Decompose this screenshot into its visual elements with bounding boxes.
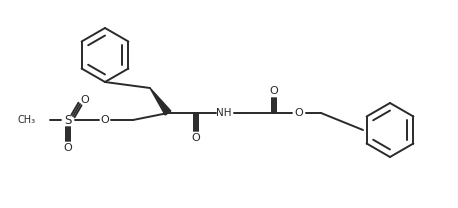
Text: O: O — [294, 108, 303, 118]
Text: S: S — [64, 114, 72, 126]
Polygon shape — [150, 88, 171, 115]
Text: O: O — [81, 95, 89, 105]
Text: O: O — [191, 133, 201, 143]
Text: CH₃: CH₃ — [18, 115, 36, 125]
Text: O: O — [270, 86, 278, 96]
Text: O: O — [64, 143, 72, 153]
Text: O: O — [101, 115, 109, 125]
Text: NH: NH — [216, 108, 232, 118]
